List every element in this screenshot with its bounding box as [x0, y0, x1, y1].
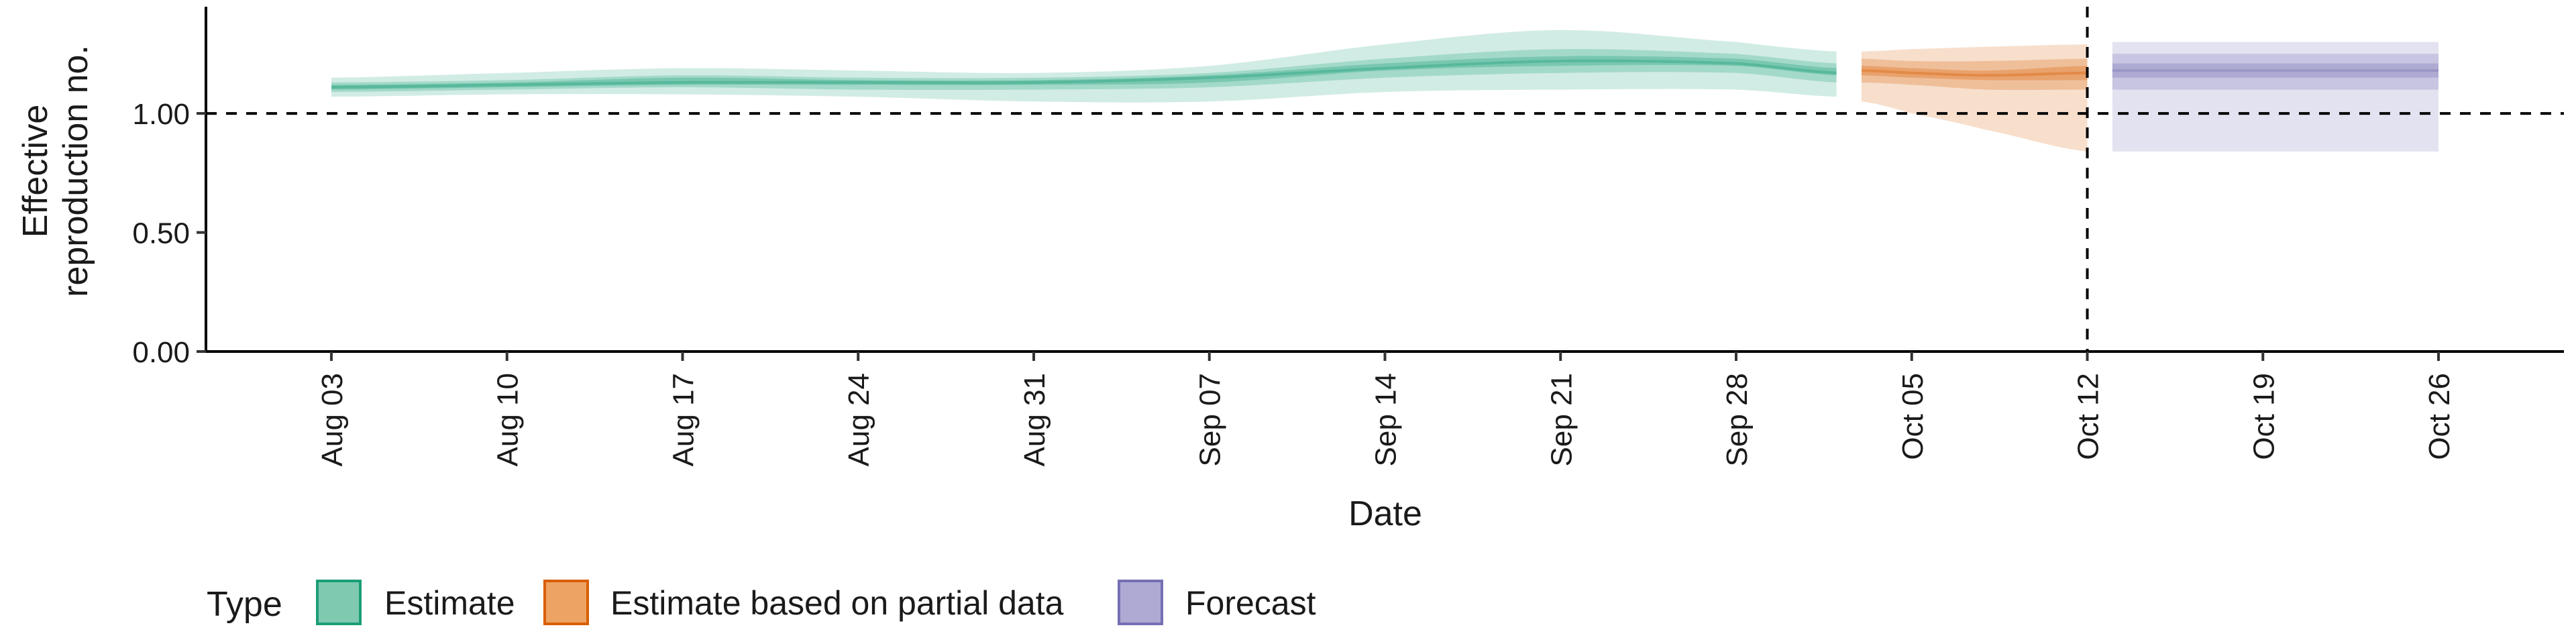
x-tick-label: Sep 14 [1370, 373, 1403, 466]
x-tick-label: Oct 19 [2247, 373, 2280, 460]
plot-lines [331, 59, 2438, 89]
estimate-median-line [331, 59, 1837, 89]
y-tick-label: 0.50 [132, 217, 190, 250]
forecast-band-90 [2112, 42, 2438, 152]
forecast-band-20 [2112, 63, 2438, 78]
legend-label-partial: Estimate based on partial data [610, 584, 1064, 622]
x-tick-label: Aug 10 [492, 373, 525, 466]
partial-median-line [1861, 69, 2088, 77]
x-tick-label: Aug 17 [667, 373, 700, 466]
partial-band-20 [1862, 66, 2088, 80]
legend-title: Type [207, 585, 282, 624]
estimate-band-90 [331, 30, 1837, 103]
partial-band-90 [1862, 44, 2088, 152]
legend-key-forecast [1118, 580, 1163, 625]
legend-label-estimate: Estimate [384, 584, 515, 622]
x-tick-label: Oct 26 [2423, 373, 2456, 460]
y-tick-label: 0.00 [132, 336, 190, 369]
x-tick-label: Sep 07 [1194, 373, 1227, 466]
estimate-band-20 [331, 56, 1837, 90]
x-tick-label: Aug 03 [316, 373, 349, 466]
legend-label-forecast: Forecast [1185, 584, 1316, 622]
plot-bands [331, 30, 2438, 152]
legend-key-partial [543, 580, 589, 625]
estimate-band-50 [331, 49, 1837, 93]
y-tick-label: 1.00 [132, 98, 190, 131]
x-tick-label: Oct 12 [2072, 373, 2105, 460]
x-tick-label: Aug 24 [843, 373, 875, 466]
legend-key-estimate [316, 580, 362, 625]
y-axis-title-line-2: reproduction no. [56, 45, 95, 297]
x-tick-label: Oct 05 [1896, 373, 1929, 460]
partial-band-50 [1862, 58, 2088, 91]
axes: 0.00 0.50 1.00 Aug 03 Aug 10 Aug 17 Aug 24 Aug … [132, 7, 2564, 466]
legend: Type Estimate Estimate based on partial … [207, 580, 1316, 625]
x-tick-label: Aug 31 [1018, 373, 1051, 466]
x-tick-label: Sep 28 [1721, 373, 1754, 466]
x-axis-title: Date [1348, 494, 1422, 533]
forecast-band-50 [2112, 54, 2438, 90]
x-tick-label: Sep 21 [1545, 373, 1578, 466]
y-axis-title-line-1: Effective [16, 105, 55, 237]
